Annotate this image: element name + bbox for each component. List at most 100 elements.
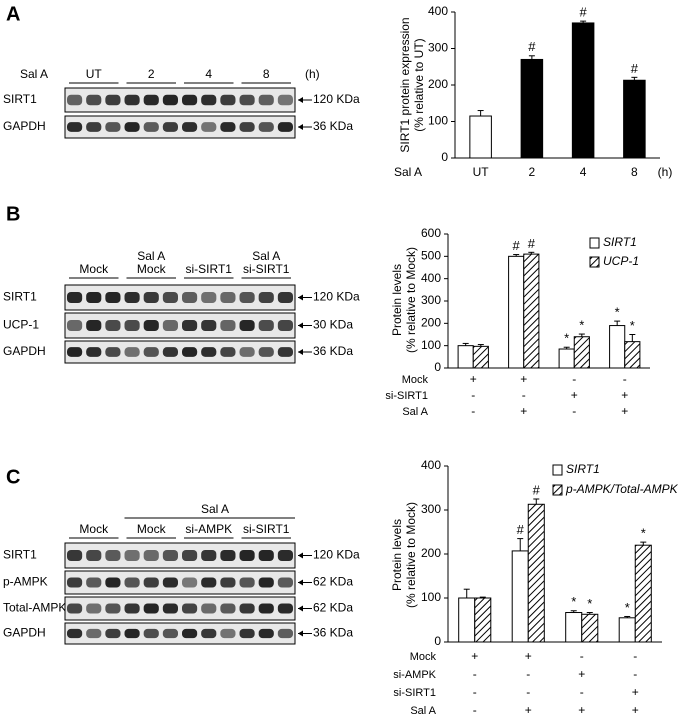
y-tick-label: 300 bbox=[428, 41, 448, 55]
band bbox=[67, 603, 83, 614]
band bbox=[258, 292, 274, 303]
treatment-label: Sal A bbox=[201, 502, 229, 516]
significance-mark: * bbox=[579, 317, 584, 332]
x-tick-label: 2 bbox=[529, 165, 536, 179]
y-tick-label: 0 bbox=[434, 360, 441, 374]
bar bbox=[581, 613, 599, 643]
condition-sign: - bbox=[633, 649, 637, 663]
condition-sign: - bbox=[526, 667, 530, 681]
band bbox=[220, 628, 236, 639]
band bbox=[105, 94, 121, 106]
band bbox=[182, 94, 198, 106]
band bbox=[162, 347, 178, 357]
legend-swatch bbox=[552, 484, 563, 496]
condition-label: si-AMPK bbox=[393, 669, 436, 681]
size-label: 120 KDa bbox=[313, 290, 360, 304]
arrow-head bbox=[298, 294, 303, 301]
condition-label: si-SIRT1 bbox=[393, 687, 436, 699]
size-label: 36 KDa bbox=[313, 119, 353, 133]
band bbox=[220, 603, 236, 614]
row-label: GAPDH bbox=[3, 344, 46, 358]
y-tick-label: 100 bbox=[428, 114, 448, 128]
significance-mark: # bbox=[580, 5, 588, 20]
band bbox=[86, 292, 102, 303]
y-tick-label: 100 bbox=[421, 338, 441, 352]
legend-swatch bbox=[552, 464, 563, 476]
band bbox=[182, 603, 198, 614]
blot-frame bbox=[64, 87, 296, 113]
significance-mark: # bbox=[528, 39, 536, 54]
panel-label: C bbox=[6, 466, 20, 488]
condition-sign: - bbox=[473, 667, 477, 681]
group-label: si-SIRT1 bbox=[186, 262, 233, 276]
x-axis-label: Sal A bbox=[394, 165, 422, 179]
group-label: Mock bbox=[137, 522, 167, 536]
condition-sign: - bbox=[580, 685, 584, 699]
condition-sign: + bbox=[621, 388, 628, 402]
band bbox=[105, 122, 121, 132]
y-axis-label: (% relative to Mock) bbox=[404, 247, 418, 353]
bar bbox=[634, 544, 652, 643]
band bbox=[239, 94, 255, 106]
band bbox=[201, 122, 217, 132]
band bbox=[277, 628, 293, 639]
band bbox=[124, 550, 140, 561]
condition-sign: - bbox=[526, 685, 530, 699]
band bbox=[143, 122, 159, 132]
row-label: SIRT1 bbox=[3, 548, 37, 562]
arrow-head bbox=[298, 349, 303, 355]
condition-sign: - bbox=[633, 667, 637, 681]
band bbox=[105, 550, 121, 561]
y-tick-label: 400 bbox=[428, 4, 448, 18]
band bbox=[105, 347, 121, 357]
band bbox=[67, 122, 83, 132]
significance-mark: # bbox=[533, 482, 541, 497]
blot-frame bbox=[64, 312, 296, 339]
row-label: GAPDH bbox=[3, 119, 46, 133]
band bbox=[143, 292, 159, 303]
significance-mark: # bbox=[513, 238, 521, 253]
condition-sign: + bbox=[520, 372, 527, 386]
band bbox=[124, 320, 140, 331]
y-tick-label: 200 bbox=[428, 77, 448, 91]
bar bbox=[520, 58, 544, 159]
legend-label: SIRT1 bbox=[603, 235, 637, 249]
bar bbox=[624, 341, 641, 369]
bar bbox=[511, 550, 529, 643]
band bbox=[182, 577, 198, 588]
band bbox=[239, 320, 255, 331]
blot-frame bbox=[64, 115, 296, 139]
y-tick-label: 300 bbox=[421, 293, 441, 307]
significance-mark: * bbox=[564, 331, 569, 346]
band bbox=[86, 347, 102, 357]
band bbox=[86, 603, 102, 614]
condition-sign: + bbox=[471, 649, 478, 663]
group-label: si-AMPK bbox=[185, 522, 232, 536]
band bbox=[105, 320, 121, 331]
bar bbox=[573, 336, 590, 369]
condition-sign: - bbox=[572, 404, 576, 418]
time-unit: (h) bbox=[305, 67, 320, 81]
x-unit: (h) bbox=[658, 165, 673, 179]
significance-mark: # bbox=[528, 236, 536, 251]
y-tick-label: 0 bbox=[434, 634, 441, 648]
band bbox=[220, 122, 236, 132]
band bbox=[277, 320, 293, 331]
band bbox=[162, 292, 178, 303]
band bbox=[162, 122, 178, 132]
blot-frame bbox=[64, 340, 296, 364]
band bbox=[201, 320, 217, 331]
significance-mark: * bbox=[571, 594, 576, 609]
band bbox=[67, 94, 83, 106]
size-label: 36 KDa bbox=[313, 344, 353, 358]
size-label: 120 KDa bbox=[313, 92, 360, 106]
band bbox=[220, 320, 236, 331]
band bbox=[67, 347, 83, 357]
band bbox=[201, 347, 217, 357]
band bbox=[239, 628, 255, 639]
significance-mark: * bbox=[630, 318, 635, 333]
significance-mark: * bbox=[641, 526, 646, 541]
band bbox=[239, 292, 255, 303]
group-label: si-SIRT1 bbox=[243, 522, 290, 536]
band bbox=[67, 550, 83, 561]
